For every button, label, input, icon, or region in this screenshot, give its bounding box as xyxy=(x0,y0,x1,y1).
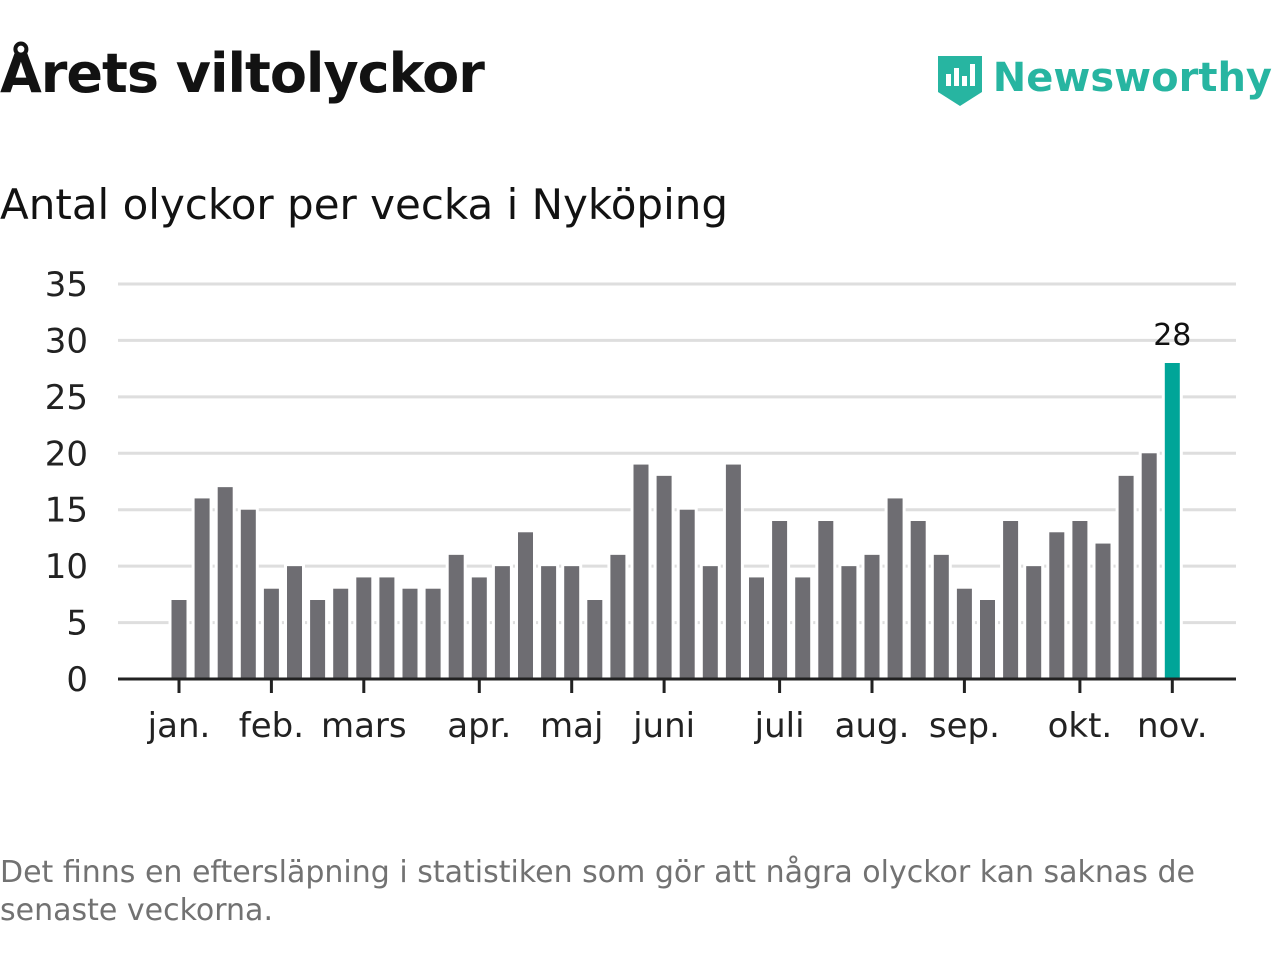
bar xyxy=(518,532,533,679)
x-tick-label: jan. xyxy=(147,706,211,746)
bar xyxy=(402,588,418,679)
y-tick-label: 15 xyxy=(45,491,88,531)
x-tick-label: mars xyxy=(321,706,407,746)
bar xyxy=(795,577,811,679)
highlight-bar xyxy=(1164,363,1180,679)
bar xyxy=(887,498,903,679)
bar xyxy=(933,554,949,679)
bar xyxy=(194,498,210,679)
bar xyxy=(564,566,580,679)
y-tick-label: 0 xyxy=(66,660,88,700)
bar xyxy=(841,566,857,679)
footnote: Det finns en eftersläpning i statistiken… xyxy=(0,855,1195,928)
bar xyxy=(541,566,557,679)
newsworthy-logo: Newsworthy xyxy=(935,48,1272,108)
bar xyxy=(679,509,695,679)
bar xyxy=(448,554,464,679)
x-tick-label: apr. xyxy=(447,706,511,746)
bar xyxy=(656,475,672,679)
bar xyxy=(287,566,302,679)
bar xyxy=(725,464,741,679)
bar xyxy=(702,566,718,679)
bar xyxy=(980,600,995,679)
x-tick-label: juli xyxy=(754,706,805,746)
bar xyxy=(1049,532,1065,679)
logo-text: Newsworthy xyxy=(992,55,1272,101)
bar xyxy=(772,521,788,679)
bar xyxy=(333,588,349,679)
bar-chart: 0 5 10 15 20 25 30 35 28 jan. feb. mars apr. maj juni j… xyxy=(45,265,1236,746)
y-tick-label: 25 xyxy=(45,378,88,418)
bar xyxy=(217,487,233,679)
bar xyxy=(263,588,279,679)
bar xyxy=(471,577,487,679)
bar xyxy=(633,464,649,679)
bar xyxy=(310,600,326,679)
x-tick-label: okt. xyxy=(1048,706,1113,746)
bar xyxy=(1118,475,1134,679)
y-tick-label: 5 xyxy=(66,604,88,644)
bar xyxy=(956,588,972,679)
bar xyxy=(379,577,395,679)
bar xyxy=(494,566,510,679)
bar xyxy=(587,600,603,679)
bar xyxy=(1141,453,1157,679)
chart-title: Årets viltolyckor xyxy=(0,42,485,105)
bar xyxy=(425,588,441,679)
bar xyxy=(864,554,880,679)
x-tick-label: maj xyxy=(540,706,603,746)
x-tick-label: juni xyxy=(632,706,695,746)
bar xyxy=(171,600,187,679)
data-label: 28 xyxy=(1153,318,1191,353)
y-tick-label: 30 xyxy=(45,321,88,361)
bar xyxy=(1026,566,1042,679)
x-tick-label: nov. xyxy=(1137,706,1208,746)
bar xyxy=(610,554,626,679)
bar xyxy=(356,577,372,679)
y-tick-label: 20 xyxy=(45,434,88,474)
chart-subtitle: Antal olyckor per vecka i Nyköping xyxy=(0,180,729,229)
bar xyxy=(749,577,764,679)
bar xyxy=(240,509,256,679)
x-tick-label: aug. xyxy=(835,706,910,746)
logo-icon xyxy=(937,56,982,106)
bar xyxy=(818,521,834,679)
x-tick-label: feb. xyxy=(239,706,304,746)
bar xyxy=(910,521,926,679)
y-tick-label: 10 xyxy=(45,547,88,587)
y-tick-label: 35 xyxy=(45,265,88,305)
bar xyxy=(1003,521,1019,679)
bar xyxy=(1095,543,1111,679)
bar xyxy=(1072,521,1088,679)
x-tick-label: sep. xyxy=(929,706,1000,746)
